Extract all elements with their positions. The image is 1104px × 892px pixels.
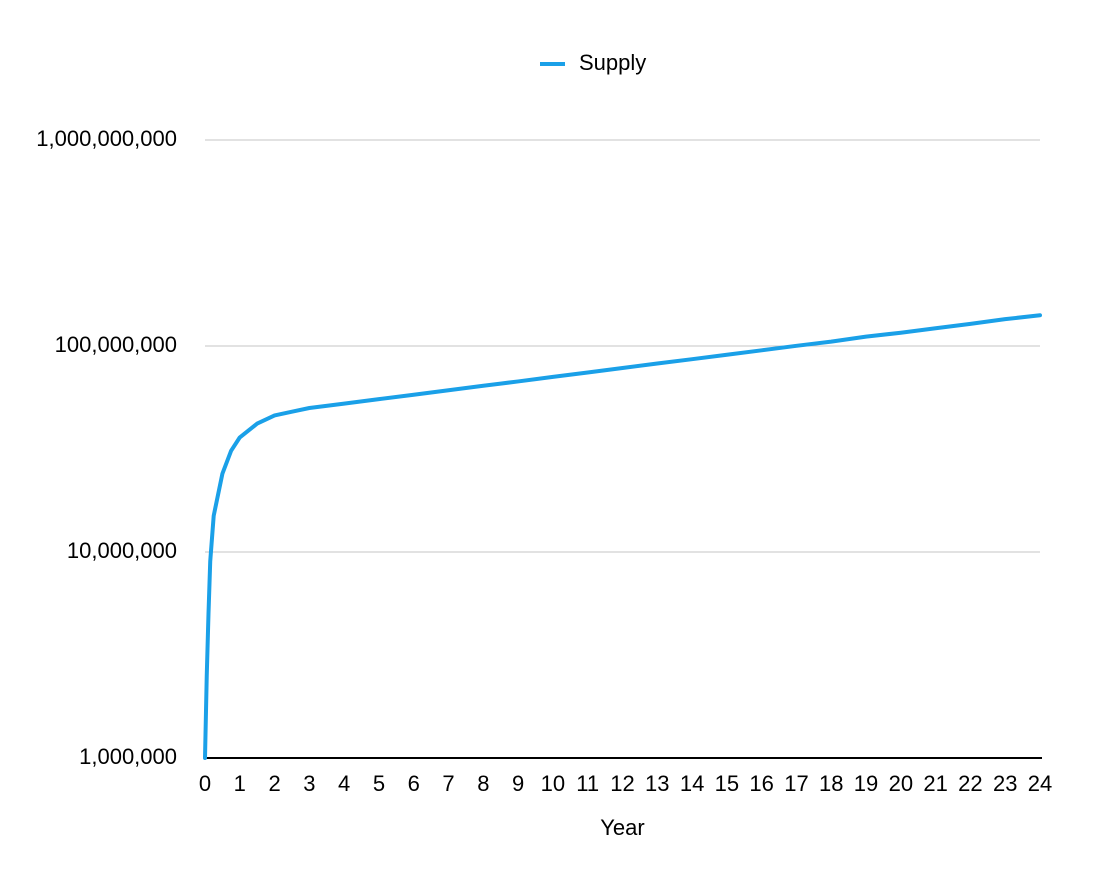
x-tick-label: 5 [373, 771, 385, 796]
y-tick-label: 1,000,000,000 [36, 126, 177, 151]
x-tick-label: 11 [576, 771, 599, 796]
x-tick-label: 17 [784, 771, 808, 796]
x-tick-label: 13 [645, 771, 669, 796]
legend-label: Supply [579, 50, 646, 75]
x-tick-label: 10 [541, 771, 565, 796]
x-tick-label: 12 [610, 771, 634, 796]
y-tick-label: 10,000,000 [67, 538, 177, 563]
x-tick-label: 15 [715, 771, 739, 796]
x-tick-label: 20 [889, 771, 913, 796]
x-tick-label: 18 [819, 771, 843, 796]
x-tick-label: 24 [1028, 771, 1052, 796]
x-tick-label: 14 [680, 771, 704, 796]
y-tick-label: 100,000,000 [55, 332, 177, 357]
x-tick-label: 8 [477, 771, 489, 796]
x-axis-label: Year [600, 815, 644, 840]
x-tick-label: 4 [338, 771, 350, 796]
x-tick-label: 2 [268, 771, 280, 796]
x-tick-label: 6 [408, 771, 420, 796]
line [203, 313, 1042, 760]
x-tick-label: 19 [854, 771, 878, 796]
x-tick-label: 23 [993, 771, 1017, 796]
x-tick-label: 1 [234, 771, 246, 796]
x-tick-label: 0 [199, 771, 211, 796]
x-tick-label: 7 [442, 771, 454, 796]
x-tick-label: 22 [958, 771, 982, 796]
x-tick-label: 3 [303, 771, 315, 796]
x-tick-label: 21 [923, 771, 947, 796]
x-tick-label: 9 [512, 771, 524, 796]
x-tick-label: 16 [749, 771, 773, 796]
y-tick-label: 1,000,000 [79, 744, 177, 769]
